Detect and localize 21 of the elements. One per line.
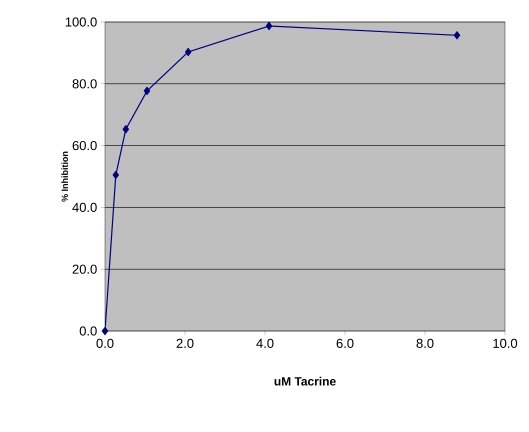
- y-tick-label: 80.0: [72, 79, 97, 88]
- y-tick-label: 20.0: [72, 264, 97, 274]
- point: [102, 326, 108, 336]
- y-tick-label: 40.0: [72, 202, 97, 212]
- y-tick-label: 0.0: [80, 326, 97, 336]
- x-tick-label: 6.0: [336, 338, 354, 348]
- x-tick-label: 10.0: [493, 338, 518, 348]
- y-tick-label: 100.0: [66, 17, 97, 27]
- point: [144, 86, 150, 95]
- point: [122, 125, 130, 134]
- point: [266, 22, 272, 30]
- point: [112, 170, 120, 180]
- y-tick-label: 60.0: [72, 141, 97, 150]
- point: [454, 31, 460, 40]
- y-axis-title: % Inhibition: [61, 152, 68, 202]
- x-tick-label: 2.0: [176, 338, 194, 348]
- x-axis-title: uM Tacrine: [274, 376, 336, 386]
- x-tick-label: 8.0: [416, 338, 434, 348]
- x-tick-label: 0.0: [96, 338, 114, 348]
- point: [184, 48, 192, 56]
- x-tick-label: 4.0: [256, 338, 274, 348]
